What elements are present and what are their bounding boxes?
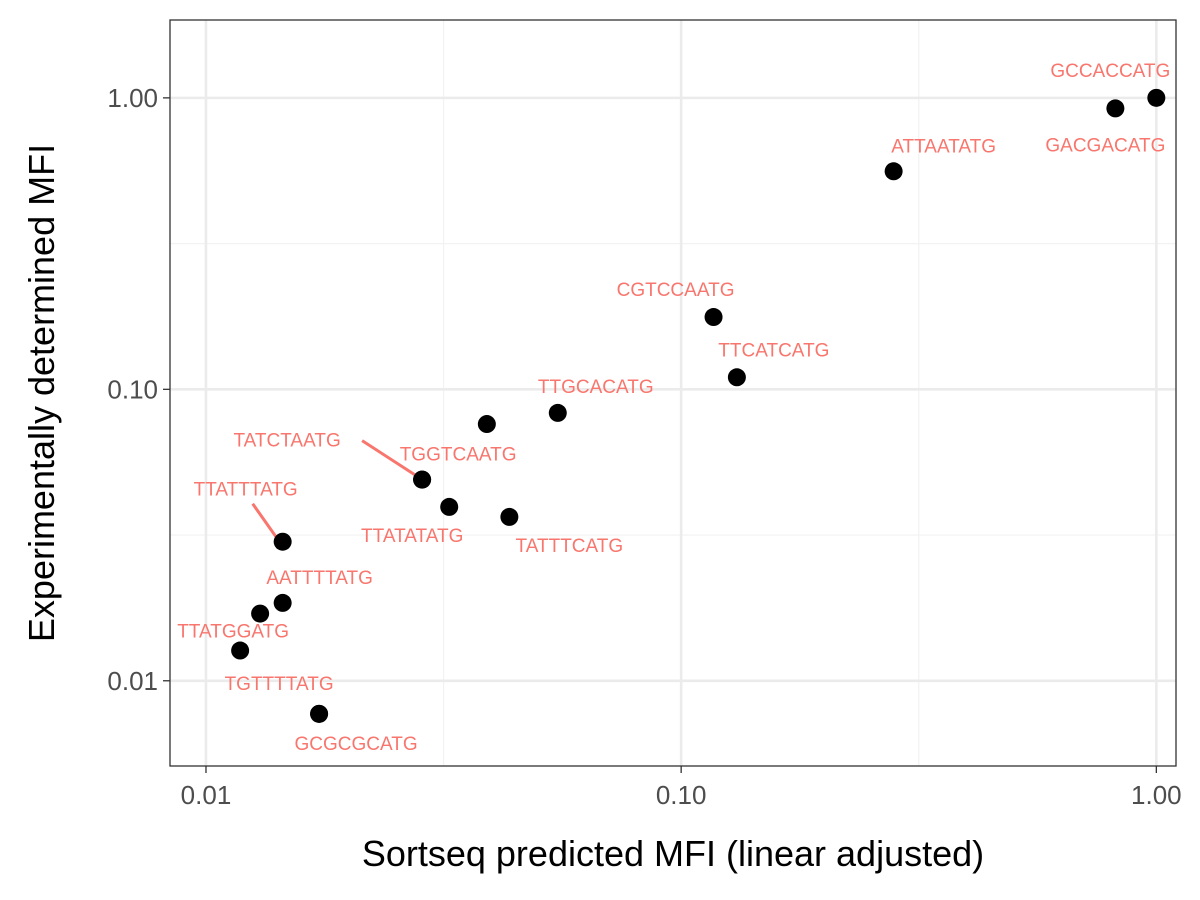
data-point <box>500 507 519 526</box>
label-leader-line <box>251 502 278 539</box>
point-label: TTATATATG <box>361 526 463 547</box>
data-point <box>1106 99 1125 118</box>
point-label: TTATGGATG <box>177 622 289 643</box>
data-point <box>310 704 329 723</box>
data-point <box>727 368 746 387</box>
point-label: GCGCGCATG <box>295 734 418 755</box>
y-axis-title: Experimentally determined MFI <box>21 144 62 642</box>
point-label: TATTTCATG <box>516 536 624 557</box>
data-point <box>273 532 292 551</box>
plot-panel-border <box>169 19 1177 767</box>
data-point <box>440 497 459 516</box>
x-tick-label: 0.10 <box>656 780 707 810</box>
data-point <box>413 470 432 489</box>
point-label: GACGACATG <box>1045 135 1165 156</box>
point-label: TATCTAATG <box>233 431 340 452</box>
point-label: TGGTCAATG <box>400 445 517 466</box>
x-tick-label: 1.00 <box>1131 780 1182 810</box>
data-point <box>273 593 292 612</box>
point-labels: GCCACCATG GACGACATG ATTAATATG CGTCCAATG TTCA… <box>177 61 1170 755</box>
data-point <box>884 162 903 181</box>
x-axis: 0.01 0.10 1.00 <box>181 766 1182 810</box>
point-label: AATTTTATG <box>266 568 373 589</box>
point-label: TTCATCATG <box>718 340 829 361</box>
grid <box>170 20 1176 766</box>
label-leader-lines <box>251 439 417 539</box>
data-point <box>231 641 250 660</box>
data-points <box>231 88 1166 723</box>
point-label: TTGCACATG <box>538 377 654 398</box>
x-tick-label: 0.01 <box>181 780 232 810</box>
data-point <box>548 403 567 422</box>
point-label: GCCACCATG <box>1050 61 1170 82</box>
point-label: CGTCCAATG <box>617 280 735 301</box>
y-axis: 0.01 0.10 1.00 <box>107 83 170 696</box>
y-tick-label: 0.10 <box>107 374 158 404</box>
x-axis-title: Sortseq predicted MFI (linear adjusted) <box>362 833 984 874</box>
y-tick-label: 1.00 <box>107 83 158 113</box>
data-point <box>251 604 270 623</box>
point-label: ATTAATATG <box>891 136 996 157</box>
data-point <box>1147 88 1166 107</box>
point-label: TGTTTTATG <box>225 674 334 695</box>
y-tick-label: 0.01 <box>107 666 158 696</box>
data-point <box>704 308 723 327</box>
data-point <box>477 415 496 434</box>
label-leader-line <box>361 439 417 477</box>
point-label: TTATTTATG <box>194 480 298 501</box>
